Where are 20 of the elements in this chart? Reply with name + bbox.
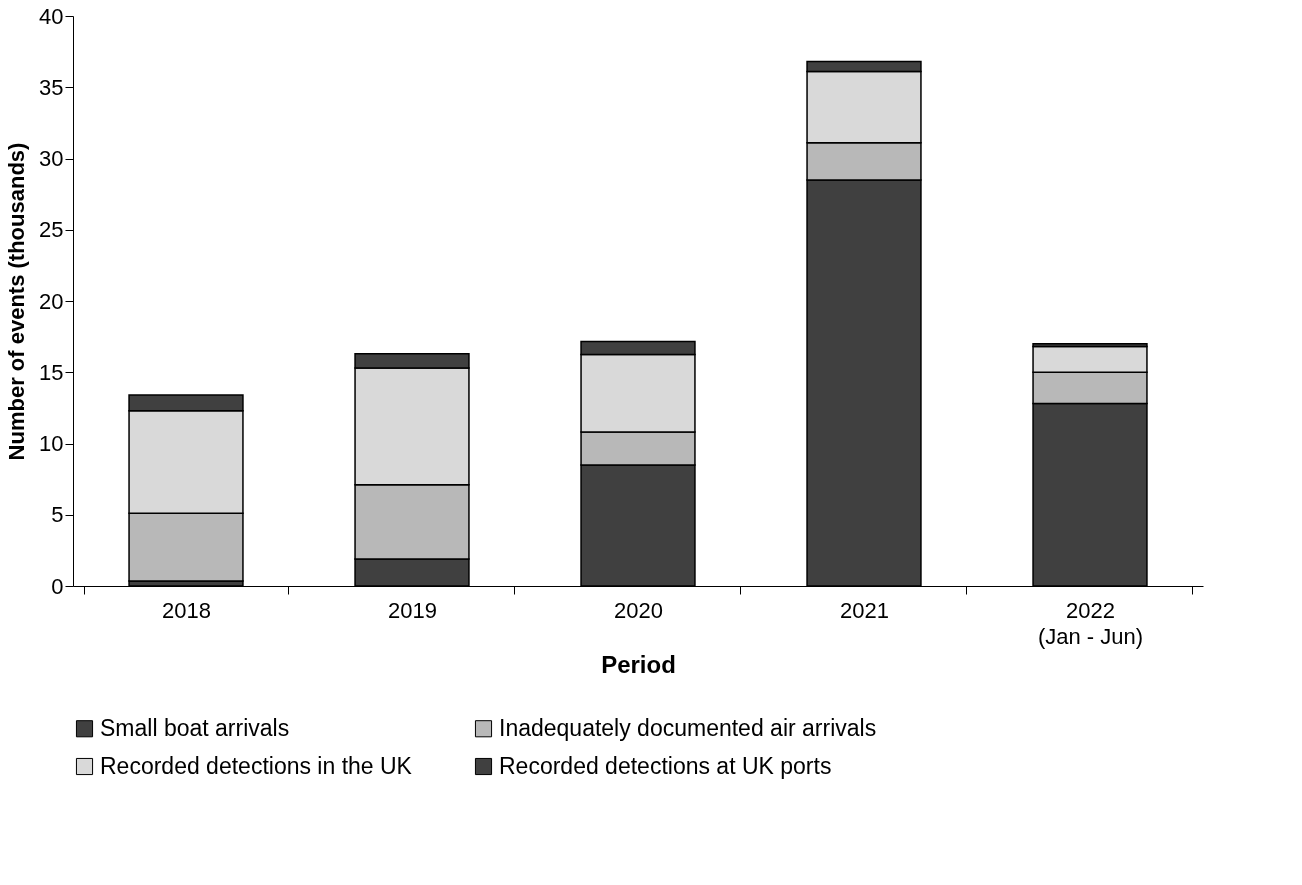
y-tick-label: 0 bbox=[51, 573, 64, 599]
y-tick-label: 35 bbox=[39, 74, 64, 100]
legend-label: Small boat arrivals bbox=[100, 714, 290, 741]
x-tick-label: 2022 (Jan - Jun) bbox=[1037, 597, 1144, 649]
legend-label: Recorded detections in the UK bbox=[100, 752, 413, 779]
y-tick-label: 30 bbox=[39, 146, 64, 171]
y-tick-label: 20 bbox=[39, 288, 64, 314]
x-tick-label: 2018 bbox=[162, 597, 211, 623]
x-tick-label: 2020 bbox=[614, 597, 663, 623]
y-tick-label: 10 bbox=[39, 431, 64, 456]
y-axis-title: Number of events (thousands) bbox=[4, 142, 30, 461]
legend-label: Inadequately documented air arrivals bbox=[499, 714, 877, 741]
legend-label: Recorded detections at UK ports bbox=[499, 752, 832, 779]
x-axis-title: Period bbox=[601, 650, 676, 678]
y-tick-label: 40 bbox=[39, 3, 64, 29]
x-tick-label: 2019 bbox=[388, 597, 437, 623]
y-tick-label: 5 bbox=[51, 502, 64, 528]
y-tick-label: 15 bbox=[39, 359, 64, 385]
y-tick-label: 25 bbox=[39, 217, 64, 243]
x-tick-label: 2021 bbox=[840, 597, 889, 623]
